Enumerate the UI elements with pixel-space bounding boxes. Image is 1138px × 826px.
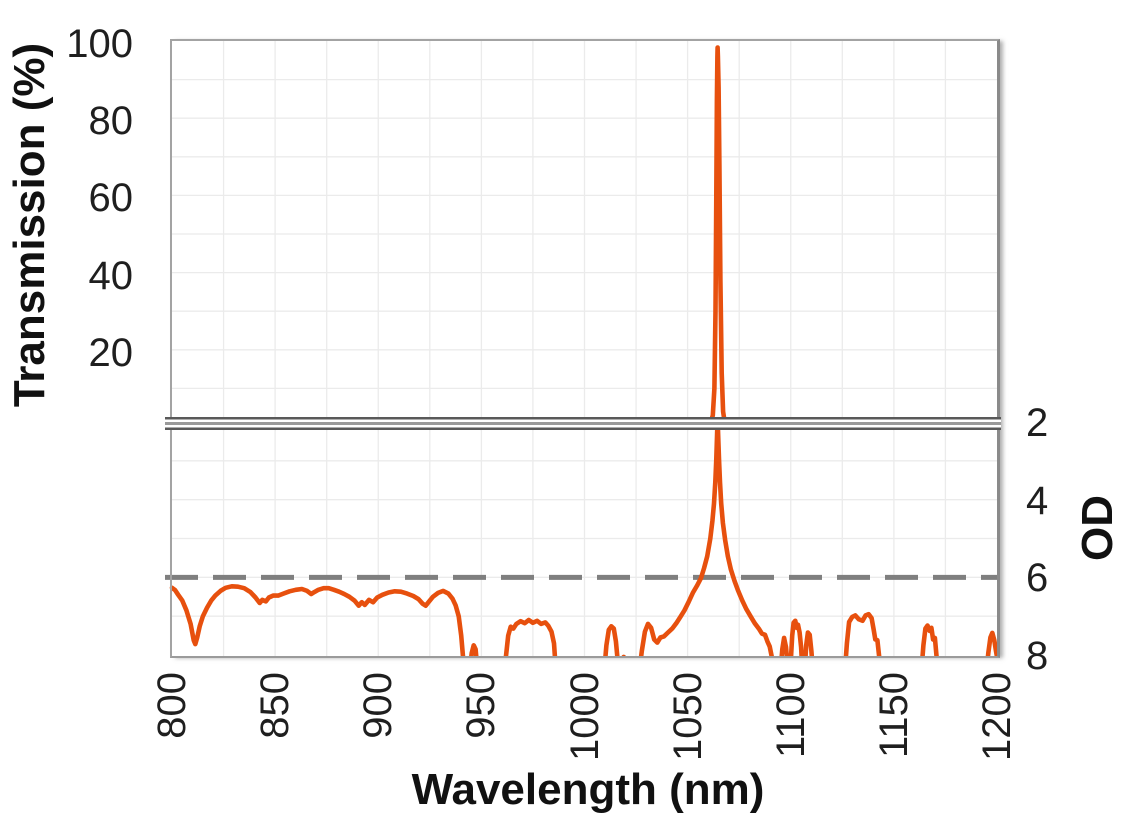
x-axis-tick-label: 850 [253, 672, 298, 739]
x-axis-tick-label: 1050 [665, 672, 710, 761]
x-axis-tick-label: 1200 [975, 672, 1019, 761]
top-panel-transmission-plot [169, 41, 1000, 431]
x-axis-tick-label: 900 [356, 672, 401, 739]
x-axis-tick-label: 1000 [562, 672, 607, 761]
x-axis-tick-label: 950 [459, 672, 504, 739]
axis-break-divider [165, 417, 1001, 430]
right-axis-tick-label: 2 [1026, 401, 1049, 445]
right-axis-tick-label: 4 [1026, 478, 1049, 523]
left-axis-tick-label: 80 [88, 99, 134, 144]
left-axis-title: Transmission (%) [5, 42, 54, 408]
left-axis-tick-label: 100 [66, 22, 133, 66]
optical-density-curve [169, 420, 1000, 657]
x-axis-tick-label: 1100 [768, 672, 813, 759]
right-axis-tick-label: 8 [1026, 634, 1049, 678]
x-axis-tick-label: 800 [150, 672, 194, 739]
left-axis-tick-label: 40 [88, 253, 134, 298]
left-axis-tick-label: 60 [88, 176, 134, 221]
left-axis-tick-label: 20 [88, 330, 134, 375]
bottom-panel-od-plot [165, 420, 1000, 657]
x-axis-title: Wavelength (nm) [411, 765, 765, 814]
x-axis-tick-label: 1150 [871, 672, 916, 759]
right-axis-tick-label: 6 [1026, 556, 1049, 601]
